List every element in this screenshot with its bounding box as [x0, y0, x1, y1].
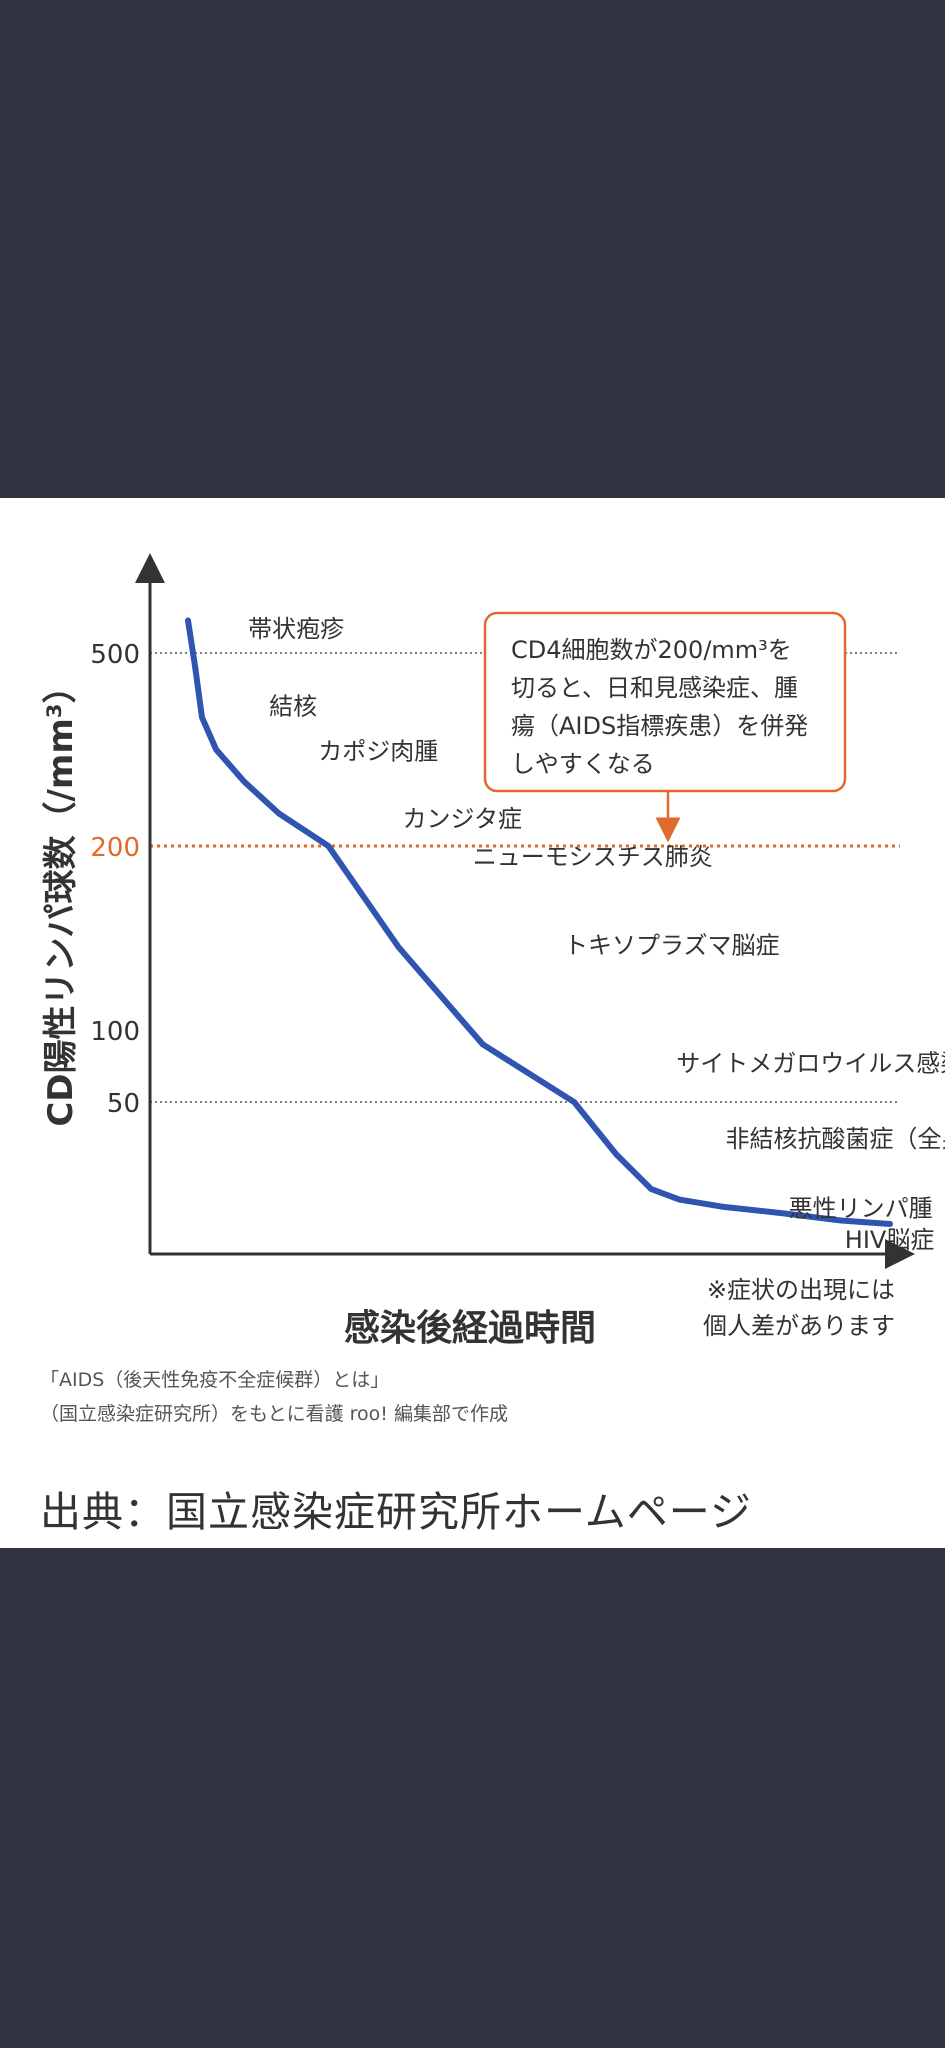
y-tick-label-50: 50 — [107, 1089, 140, 1119]
source-line-0: 「AIDS（後天性免疫不全症候群）とは」 — [40, 1369, 389, 1391]
y-tick-label-100: 100 — [90, 1017, 140, 1047]
callout-box — [483, 611, 847, 793]
callout-text-line-1: 切ると、日和見感染症、腫 — [511, 674, 798, 702]
note-line-1: 個人差があります — [703, 1312, 895, 1340]
symptom-label-3: カンジタ症 — [403, 805, 523, 833]
x-axis-label: 感染後経過時間 — [344, 1308, 596, 1349]
source-caption: 出典：国立感染症研究所ホームページ — [40, 1488, 752, 1536]
cd4-decline-curve — [185, 617, 893, 1227]
symptom-label-7: 非結核抗酸菌症（全身性） — [725, 1125, 945, 1153]
note-line-0: ※症状の出現には — [707, 1276, 895, 1304]
symptom-label-6: サイトメガロウイルス感染症 — [676, 1050, 945, 1078]
callout-text-line-2: 瘍（AIDS指標疾患）を併発 — [511, 712, 808, 740]
symptom-label-9: HIV脳症 — [845, 1226, 935, 1254]
symptom-label-2: カポジ肉腫 — [318, 738, 438, 766]
symptom-label-8: 悪性リンパ腫 — [789, 1195, 933, 1223]
symptom-label-0: 帯状疱疹 — [248, 615, 344, 643]
symptom-label-5: トキソプラズマ脳症 — [564, 932, 780, 960]
y-axis-label: CD陽性リンパ球数（/mm³） — [41, 669, 81, 1126]
y-tick-label-500: 500 — [90, 640, 140, 670]
hiv-cd4-chart: 50020010050CD陽性リンパ球数（/mm³）感染後経過時間帯状疱疹結核カ… — [40, 553, 945, 1425]
callout-text-line-3: しやすくなる — [511, 750, 655, 778]
symptom-label-1: 結核 — [269, 692, 317, 720]
symptom-label-4: ニューモシスチス肺炎 — [473, 843, 713, 871]
callout-text-line-0: CD4細胞数が200/mm³を — [511, 636, 792, 664]
chart-card: 500 200 100 50 CD陽性リンパ球数（/mm³） 感染後経過時間 帯状疱疹 結核カ… — [0, 498, 945, 1548]
y-tick-label-200: 200 — [90, 833, 140, 863]
source-line-1: （国立感染症研究所）をもとに看護 roo! 編集部で作成 — [40, 1403, 508, 1425]
